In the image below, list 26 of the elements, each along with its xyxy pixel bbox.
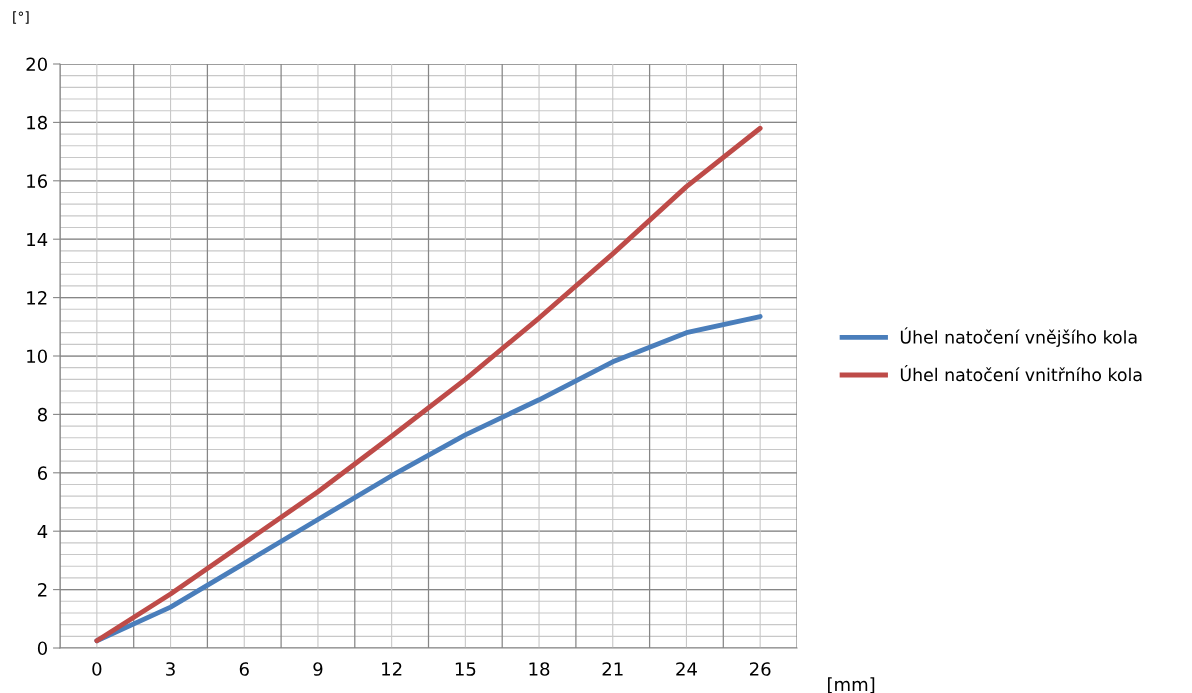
y-tick-label: 2 xyxy=(38,583,47,597)
legend-label: Úhel natočení vnitřního kola xyxy=(900,364,1142,382)
x-tick-label: 18 xyxy=(529,662,550,676)
x-tick-label: 21 xyxy=(602,662,623,676)
y-tick-label: 4 xyxy=(37,524,48,539)
y-tick-label: 18 xyxy=(27,115,47,130)
x-tick-label: 6 xyxy=(239,662,249,676)
x-tick-label: 15 xyxy=(455,662,476,676)
y-tick-label: 6 xyxy=(37,466,48,480)
legend-label: Úhel natočení vnějšího kola xyxy=(900,327,1137,348)
y-tick-label: 8 xyxy=(37,407,47,422)
x-tick-label: 3 xyxy=(166,662,175,676)
x-tick-label: 12 xyxy=(382,662,402,676)
y-axis-title: [°] xyxy=(13,11,29,24)
y-tick-label: 12 xyxy=(27,291,47,305)
y-tick-label: 0 xyxy=(37,641,47,656)
y-tick-label: 16 xyxy=(27,174,48,188)
x-tick-label: 0 xyxy=(92,662,102,676)
line-series xyxy=(94,125,763,644)
y-tick-label: 10 xyxy=(27,349,47,364)
x-axis-title: [mm] xyxy=(828,677,875,693)
x-tick-label: 9 xyxy=(313,662,323,676)
y-tick-label: 20 xyxy=(26,57,47,72)
x-tick-label: 24 xyxy=(676,662,697,676)
x-tick-label: 26 xyxy=(749,662,771,676)
y-tick-label: 14 xyxy=(27,232,48,247)
